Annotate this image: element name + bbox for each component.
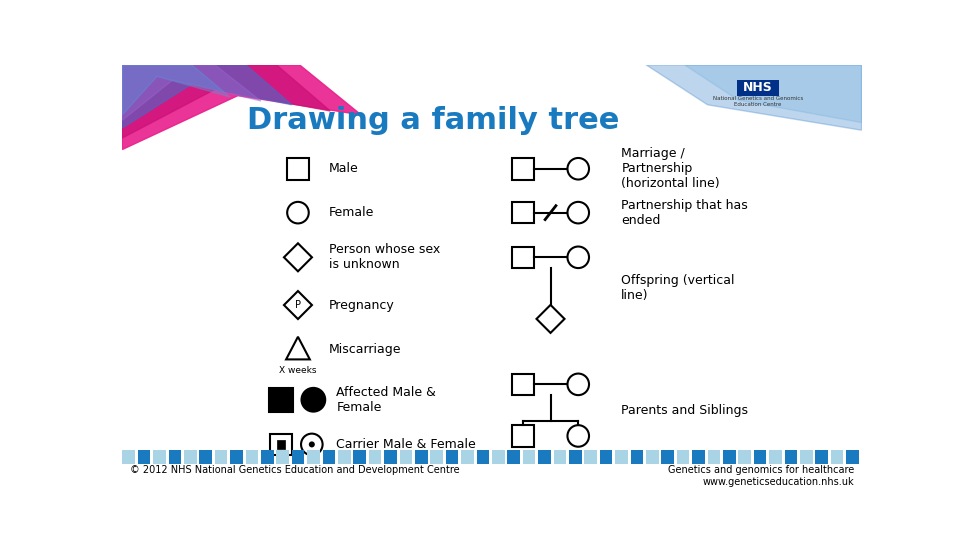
Bar bbox=[287, 158, 309, 179]
Text: Pregnancy: Pregnancy bbox=[328, 299, 395, 312]
Bar bbox=[276, 450, 289, 464]
Bar bbox=[138, 450, 151, 464]
Bar bbox=[512, 374, 534, 395]
Text: Genetics and genomics for healthcare
www.geneticseducation.nhs.uk: Genetics and genomics for healthcare www… bbox=[667, 465, 853, 487]
Bar bbox=[430, 450, 443, 464]
Bar bbox=[554, 450, 566, 464]
Bar bbox=[723, 450, 735, 464]
Text: Partnership that has
ended: Partnership that has ended bbox=[621, 199, 748, 227]
Text: Female: Female bbox=[328, 206, 374, 219]
Polygon shape bbox=[123, 65, 292, 128]
Bar bbox=[815, 450, 828, 464]
Bar bbox=[646, 450, 659, 464]
Bar bbox=[600, 450, 612, 464]
Bar bbox=[631, 450, 643, 464]
Text: Parents and Siblings: Parents and Siblings bbox=[621, 403, 749, 417]
Polygon shape bbox=[684, 65, 861, 123]
Bar bbox=[769, 450, 781, 464]
Bar bbox=[215, 450, 228, 464]
Bar bbox=[585, 450, 597, 464]
Polygon shape bbox=[123, 65, 261, 120]
Bar bbox=[271, 434, 292, 455]
Bar bbox=[661, 450, 674, 464]
Bar bbox=[323, 450, 335, 464]
Bar bbox=[800, 450, 812, 464]
Bar bbox=[523, 450, 536, 464]
Bar bbox=[230, 450, 243, 464]
Bar bbox=[569, 450, 582, 464]
Text: Person whose sex
is unknown: Person whose sex is unknown bbox=[328, 244, 440, 271]
Bar bbox=[461, 450, 474, 464]
Bar bbox=[677, 450, 689, 464]
Polygon shape bbox=[123, 65, 230, 115]
Bar bbox=[445, 450, 459, 464]
Bar bbox=[200, 450, 212, 464]
Bar bbox=[269, 388, 293, 411]
Bar bbox=[307, 450, 320, 464]
Bar bbox=[784, 450, 797, 464]
Bar bbox=[353, 450, 366, 464]
Bar bbox=[415, 450, 427, 464]
Bar bbox=[737, 80, 780, 96]
Text: Drawing a family tree: Drawing a family tree bbox=[247, 106, 619, 135]
Bar bbox=[754, 450, 766, 464]
Bar bbox=[512, 202, 534, 224]
Polygon shape bbox=[123, 65, 361, 150]
Text: © 2012 NHS National Genetics Education and Development Centre: © 2012 NHS National Genetics Education a… bbox=[131, 465, 460, 475]
Bar bbox=[169, 450, 181, 464]
Bar bbox=[399, 450, 412, 464]
Bar bbox=[512, 158, 534, 179]
Bar bbox=[512, 425, 534, 447]
Bar bbox=[369, 450, 381, 464]
Text: Education Centre: Education Centre bbox=[734, 102, 781, 106]
Bar bbox=[512, 247, 534, 268]
Bar bbox=[246, 450, 258, 464]
Bar bbox=[154, 450, 166, 464]
Bar bbox=[738, 450, 751, 464]
Bar bbox=[708, 450, 720, 464]
Text: Offspring (vertical
line): Offspring (vertical line) bbox=[621, 274, 734, 302]
Circle shape bbox=[309, 441, 315, 448]
Bar bbox=[384, 450, 396, 464]
Text: Affected Male &
Female: Affected Male & Female bbox=[336, 386, 437, 414]
Bar bbox=[492, 450, 505, 464]
Bar bbox=[615, 450, 628, 464]
Polygon shape bbox=[646, 65, 861, 130]
Bar bbox=[184, 450, 197, 464]
Text: P: P bbox=[295, 300, 301, 310]
Bar bbox=[508, 450, 520, 464]
Text: NHS: NHS bbox=[743, 82, 773, 94]
Text: Male: Male bbox=[328, 162, 358, 176]
Text: Marriage /
Partnership
(horizontal line): Marriage / Partnership (horizontal line) bbox=[621, 147, 720, 190]
Bar bbox=[123, 450, 135, 464]
Circle shape bbox=[301, 388, 325, 411]
Bar bbox=[292, 450, 304, 464]
Bar bbox=[276, 440, 285, 449]
Bar bbox=[261, 450, 274, 464]
Bar bbox=[692, 450, 705, 464]
Bar bbox=[846, 450, 859, 464]
Text: National Genetics and Genomics: National Genetics and Genomics bbox=[712, 96, 803, 101]
Bar bbox=[476, 450, 490, 464]
Text: Carrier Male & Female: Carrier Male & Female bbox=[336, 438, 476, 451]
Bar bbox=[830, 450, 844, 464]
Polygon shape bbox=[123, 65, 330, 138]
Text: X weeks: X weeks bbox=[279, 366, 317, 375]
Text: Miscarriage: Miscarriage bbox=[328, 343, 401, 356]
Bar bbox=[338, 450, 350, 464]
Bar bbox=[539, 450, 551, 464]
